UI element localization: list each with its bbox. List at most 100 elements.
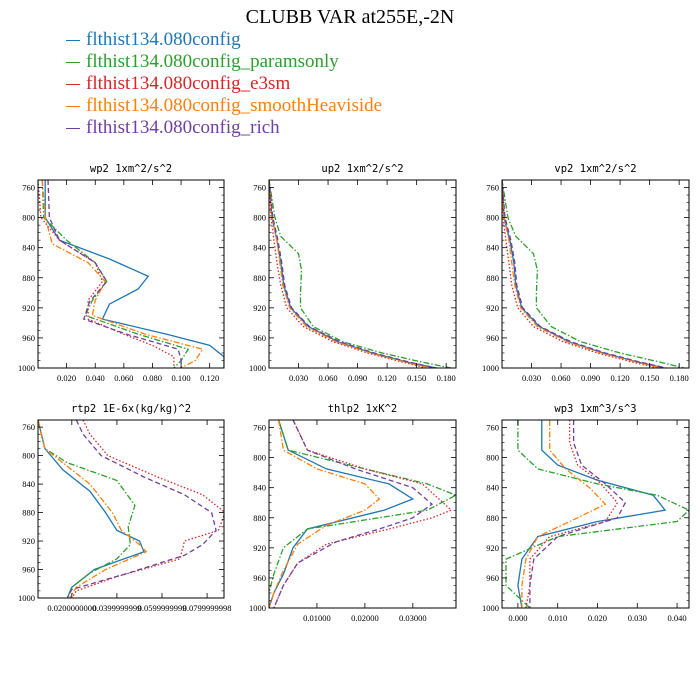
y-tick-label: 1000	[482, 363, 499, 373]
y-tick-label: 880	[486, 513, 499, 523]
series-line-e3sm	[273, 420, 453, 608]
series-line-config	[269, 420, 415, 608]
x-tick-label: 0.03000	[399, 613, 427, 623]
x-tick-label: 0.090	[348, 373, 367, 383]
plot-panel: wp2 1xm^2/s^2 760 800 840 880 920 960 1000 0.020…	[18, 163, 225, 383]
plot-panel: thlp2 1xK^2 760 800 840 880 920 960 1000 0.01000…	[249, 403, 457, 623]
series-line-e3sm	[502, 180, 658, 368]
y-tick-label: 960	[22, 333, 35, 343]
plot-frame	[37, 179, 225, 369]
series-line-smoothHeaviside	[38, 420, 148, 598]
y-tick-label: 920	[486, 303, 499, 313]
legend-item-e3sm: flthist134.080config_e3sm	[66, 73, 382, 95]
series-line-rich	[269, 180, 437, 368]
legend-label: flthist134.080config_smoothHeaviside	[86, 95, 383, 116]
series-line-config	[517, 420, 667, 608]
series-line-paramsonly	[502, 180, 685, 368]
series-line-smoothHeaviside	[521, 420, 607, 608]
x-tick-label: 0.120	[378, 373, 397, 383]
y-tick-label: 1000	[18, 593, 35, 603]
x-tick-label: 0.01000	[303, 613, 331, 623]
series-line-config	[44, 180, 224, 368]
y-tick-label: 840	[486, 243, 499, 253]
series-line-config	[38, 420, 145, 598]
legend-label: flthist134.080config_paramsonly	[86, 51, 339, 72]
x-tick-label: 0.0399999999	[92, 603, 141, 613]
x-tick-label: 0.020	[57, 373, 76, 383]
series-line-smoothHeaviside	[41, 180, 204, 368]
legend-item-rich: flthist134.080config_rich	[66, 117, 382, 139]
legend-item-paramsonly: flthist134.080config_paramsonly	[66, 51, 382, 73]
x-tick-label: 0.0599999999	[138, 603, 187, 613]
series-line-rich	[47, 180, 182, 368]
legend-swatch	[66, 40, 80, 42]
plot-frame	[268, 179, 457, 369]
y-tick-label: 960	[253, 573, 266, 583]
y-tick-label: 800	[253, 453, 266, 463]
x-tick-label: 0.060	[114, 373, 133, 383]
plot-frame	[37, 419, 225, 599]
x-tick-label: 0.030	[628, 613, 647, 623]
y-tick-label: 920	[22, 536, 35, 546]
series-line-paramsonly	[41, 180, 190, 368]
y-tick-label: 840	[22, 479, 35, 489]
series-line-e3sm	[269, 180, 427, 368]
series-line-config	[502, 180, 665, 368]
y-tick-label: 1000	[249, 363, 266, 373]
y-tick-label: 760	[486, 183, 499, 193]
y-tick-label: 800	[486, 213, 499, 223]
x-tick-label: 0.180	[437, 373, 456, 383]
y-tick-label: 880	[22, 508, 35, 518]
series-line-rich	[502, 180, 667, 368]
legend-swatch	[66, 62, 80, 64]
y-tick-label: 760	[253, 423, 266, 433]
x-tick-label: 0.030	[289, 373, 308, 383]
legend-label: flthist134.080config_rich	[86, 117, 280, 138]
y-tick-label: 880	[253, 273, 266, 283]
y-tick-label: 880	[22, 273, 35, 283]
plot-frame	[501, 419, 690, 609]
x-tick-label: 0.180	[670, 373, 689, 383]
y-tick-label: 960	[486, 333, 499, 343]
y-tick-label: 960	[253, 333, 266, 343]
plot-panel: vp2 1xm^2/s^2 760 800 840 880 920 960 1000 0.030…	[482, 163, 690, 383]
panel-title: thlp2 1xK^2	[328, 403, 398, 415]
y-tick-label: 760	[22, 183, 35, 193]
x-tick-label: 0.020	[588, 613, 607, 623]
y-tick-label: 800	[486, 453, 499, 463]
plot-panel: up2 1xm^2/s^2 760 800 840 880 920 960 1000 0.030…	[249, 163, 457, 383]
x-tick-label: 0.040	[86, 373, 105, 383]
x-tick-label: 0.120	[200, 373, 219, 383]
x-tick-label: 0.060	[551, 373, 570, 383]
legend-swatch	[66, 84, 80, 86]
series-line-paramsonly	[505, 420, 689, 608]
series-line-e3sm	[71, 420, 224, 598]
y-tick-label: 920	[22, 303, 35, 313]
y-tick-label: 960	[22, 565, 35, 575]
legend-item-smoothheaviside: flthist134.080config_smoothHeaviside	[66, 95, 382, 117]
series-line-rich	[273, 420, 434, 608]
y-tick-label: 920	[253, 543, 266, 553]
series-line-smoothHeaviside	[269, 420, 381, 608]
y-tick-label: 880	[253, 513, 266, 523]
y-tick-label: 1000	[482, 603, 499, 613]
plot-panel: wp3 1xm^3/s^3 760 800 840 880 920 960 1000 0.000…	[482, 403, 690, 623]
x-tick-label: 0.150	[407, 373, 426, 383]
plot-panel: rtp2 1E-6x(kg/kg)^2 760 800 840 880 920 960 100…	[18, 403, 232, 613]
figure-title: CLUBB VAR at255E,-2N	[245, 6, 455, 28]
series-line-smoothHeaviside	[502, 180, 662, 368]
legend-item-config: flthist134.080config	[66, 29, 382, 51]
x-tick-label: 0.010	[548, 613, 567, 623]
series-line-paramsonly	[38, 420, 136, 598]
plot-frame	[501, 179, 690, 369]
y-tick-label: 800	[22, 213, 35, 223]
series-line-smoothHeaviside	[269, 180, 432, 368]
legend-label: flthist134.080config	[86, 29, 241, 50]
panel-title: wp3 1xm^3/s^3	[554, 403, 636, 415]
x-tick-label: 0.000	[508, 613, 527, 623]
x-tick-label: 0.040	[668, 613, 687, 623]
series-line-rich	[66, 420, 217, 598]
y-tick-label: 1000	[18, 363, 35, 373]
x-tick-label: 0.0200000000	[47, 603, 96, 613]
panel-title: wp2 1xm^2/s^2	[90, 163, 172, 175]
